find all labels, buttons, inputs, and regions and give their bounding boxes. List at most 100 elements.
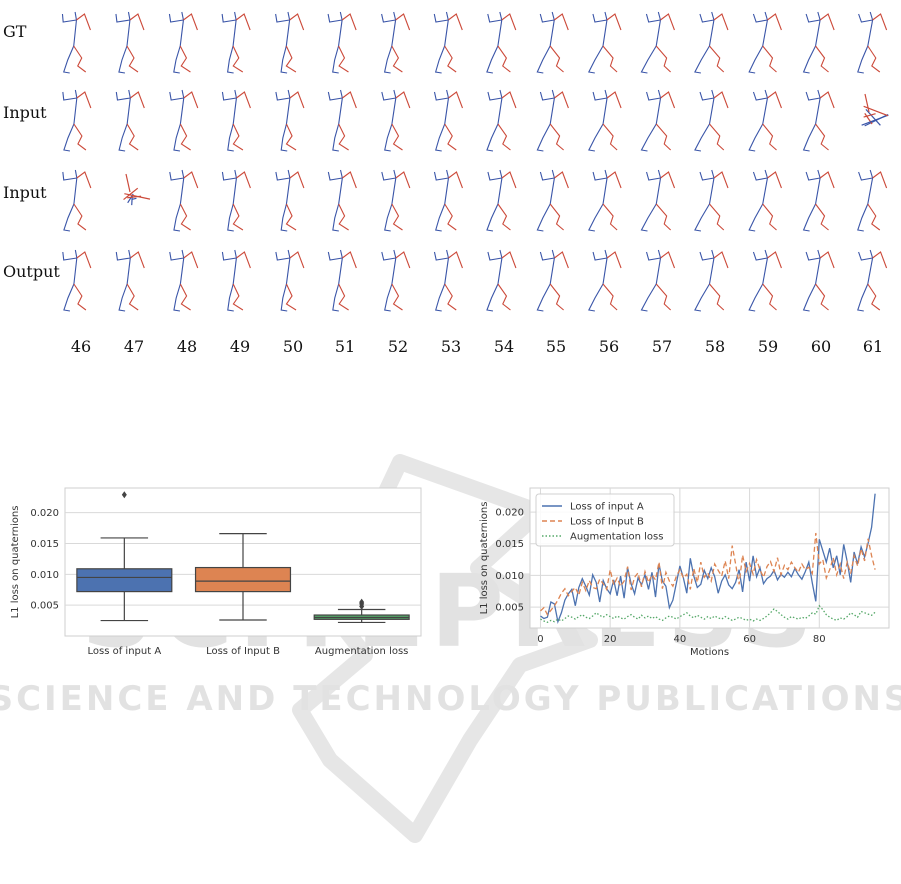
skeleton-bone [289, 171, 305, 189]
skeleton-bone [129, 13, 145, 31]
skeleton-bone [660, 171, 676, 189]
skeleton-bone [391, 283, 403, 311]
skeleton-bone [764, 89, 768, 99]
skeleton-bone [341, 13, 357, 31]
frame-number: 56 [598, 337, 620, 356]
skeleton-bone [76, 13, 91, 31]
skeleton-bone [655, 19, 661, 47]
skeleton [327, 249, 357, 312]
skeleton-bone [327, 251, 343, 261]
skeleton-bone [817, 11, 821, 21]
skeleton-bone [588, 203, 604, 232]
skeleton [640, 89, 676, 152]
skeleton-bone [867, 257, 874, 285]
skeleton-bone [752, 171, 768, 181]
skeleton-bone [332, 283, 340, 312]
skeleton-bone [339, 169, 343, 179]
skeleton-bone [606, 171, 622, 189]
skeleton-bone [592, 13, 608, 23]
skeleton-bone [858, 13, 873, 23]
skeleton-bone [501, 91, 517, 109]
skeleton-bone [497, 257, 503, 285]
skeleton-bone [815, 123, 829, 151]
skeleton-bone [73, 203, 87, 231]
skeleton-bone [713, 171, 729, 189]
skeleton [168, 11, 198, 74]
skeleton-bone [767, 171, 782, 189]
skeleton-bone [865, 108, 881, 126]
skeleton-bone [129, 91, 145, 109]
skeleton [588, 249, 622, 312]
skeleton-bone [486, 283, 499, 312]
skeleton-bone [169, 171, 184, 181]
skeleton-bone [232, 19, 237, 47]
skeleton-bone [549, 45, 564, 73]
skeleton-bone [181, 11, 184, 21]
skeleton [802, 89, 835, 152]
skeleton-bone [767, 13, 782, 31]
skeleton [694, 11, 729, 74]
skeleton-bone [592, 91, 608, 101]
line-chart: 0 20 40 60 80 0.005 0.010 0.015 0.020 Motions L1 l… [479, 487, 890, 658]
skeleton-bone [181, 89, 185, 99]
legend-label: Loss of input A [570, 502, 644, 513]
skeleton-bone [234, 249, 237, 259]
x-tick-label: 80 [813, 634, 826, 645]
skeleton-bone [499, 249, 503, 259]
skeleton-bone [657, 169, 662, 179]
skeleton-bone [762, 19, 768, 47]
boxplot-chart: 0.005 0.010 0.015 0.020 L1 loss on quaternio… [10, 487, 422, 657]
skeleton-bone [126, 45, 139, 73]
skeleton [275, 89, 305, 152]
box-body [194, 566, 292, 593]
skeleton-bone [660, 91, 676, 109]
skeleton [486, 249, 517, 312]
skeleton-bone [169, 91, 184, 101]
skeleton-bone [338, 19, 343, 47]
skeleton-bone [435, 283, 446, 312]
skeleton-bone [61, 13, 77, 23]
skeleton-bone [708, 177, 715, 205]
skeleton-bone [762, 45, 777, 73]
skeleton [62, 89, 92, 152]
skeleton-bone [391, 203, 403, 231]
skeleton-bone [711, 249, 715, 259]
row-label-input-b: Input [3, 183, 47, 202]
skeleton [748, 89, 782, 152]
skeleton-bone [76, 171, 92, 189]
skeleton-bone [280, 123, 288, 152]
skeleton-bone [234, 11, 237, 21]
y-axis-label: L1 loss on quaternions [479, 502, 490, 615]
skeleton-grid [61, 11, 889, 312]
skeleton-bone [285, 45, 297, 73]
skeleton-bone [287, 11, 291, 21]
skeleton-bone [289, 91, 305, 109]
skeleton-bone [435, 203, 446, 232]
skeleton-bone [499, 169, 503, 179]
skeleton-bone [752, 13, 768, 23]
series-line [540, 532, 876, 616]
skeleton [123, 173, 151, 206]
skeleton [587, 11, 622, 74]
skeleton-bone [762, 283, 777, 311]
skeleton-bone [640, 283, 657, 312]
frame-number: 59 [757, 337, 779, 356]
skeleton-bone [234, 169, 237, 179]
skeleton-bone [391, 45, 403, 73]
skeleton-bone [815, 283, 829, 311]
skeleton-bone [539, 171, 555, 181]
skeleton-bone [657, 89, 662, 99]
skeleton-bone [128, 89, 131, 99]
frame-number: 46 [70, 337, 92, 356]
skeleton-bone [817, 169, 821, 179]
skeleton [748, 169, 782, 232]
skeleton-bone [655, 97, 662, 125]
skeleton-bone [183, 91, 199, 109]
skeleton-bone [487, 91, 503, 101]
skeleton-bone [497, 177, 503, 205]
skeleton-bone [708, 97, 715, 125]
skeleton-bone [384, 123, 393, 152]
skeleton-bone [815, 177, 821, 205]
skeleton-bone [227, 283, 234, 312]
y-tick-label: 0.020 [495, 508, 524, 519]
